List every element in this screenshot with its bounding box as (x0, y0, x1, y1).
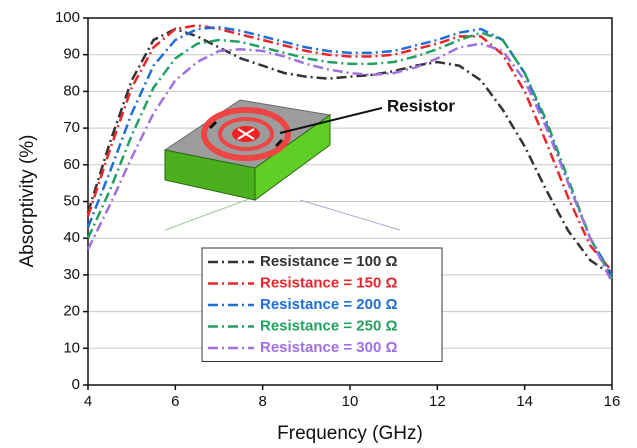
series-line (86, 31, 614, 280)
y-tick-label: 0 (72, 376, 80, 393)
x-tick-label: 6 (171, 393, 179, 410)
x-axis-title: Frequency (GHz) (277, 423, 423, 444)
x-tick-label: 12 (429, 393, 446, 410)
y-tick-label: 60 (63, 156, 80, 173)
inset-axis (299, 199, 401, 231)
legend-label: Resistance = 300 Ω (260, 339, 398, 356)
inset-side (254, 114, 331, 201)
series-line (86, 27, 613, 276)
inset-ring (218, 117, 274, 151)
y-tick-label: 90 (63, 46, 80, 63)
legend-label: Resistance = 150 Ω (260, 274, 398, 291)
inset-illustration: Resistor (163, 96, 455, 231)
y-tick-label: 30 (63, 266, 80, 283)
x-tick-label: 10 (342, 393, 359, 410)
annotation-arrow (279, 107, 383, 134)
y-tick-label: 50 (63, 192, 80, 209)
plot-frame (87, 17, 613, 386)
y-axis-title: Absorptivity (%) (17, 134, 38, 267)
inset-resistor (208, 120, 218, 130)
x-tick-label: 16 (604, 393, 621, 410)
inset-axis (164, 194, 261, 231)
x-tick-label: 14 (516, 393, 533, 410)
annotation: Resistor (387, 96, 455, 115)
y-tick-label: 20 (63, 303, 80, 320)
y-tick-label: 100 (55, 9, 80, 26)
inset-ring (201, 107, 291, 161)
series-line (86, 24, 613, 273)
x-tick-label: 4 (84, 393, 92, 410)
legend-label: Resistance = 250 Ω (260, 317, 398, 334)
y-tick-label: 70 (63, 119, 80, 136)
legend-label: Resistance = 100 Ω (260, 253, 398, 270)
legend-label: Resistance = 200 Ω (260, 296, 398, 313)
y-tick-label: 40 (63, 229, 80, 246)
inset-resistor (274, 138, 284, 148)
y-tick-label: 10 (63, 339, 80, 356)
x-tick-label: 8 (258, 393, 266, 410)
y-tick-label: 80 (63, 82, 80, 99)
inset-cut (237, 128, 255, 140)
